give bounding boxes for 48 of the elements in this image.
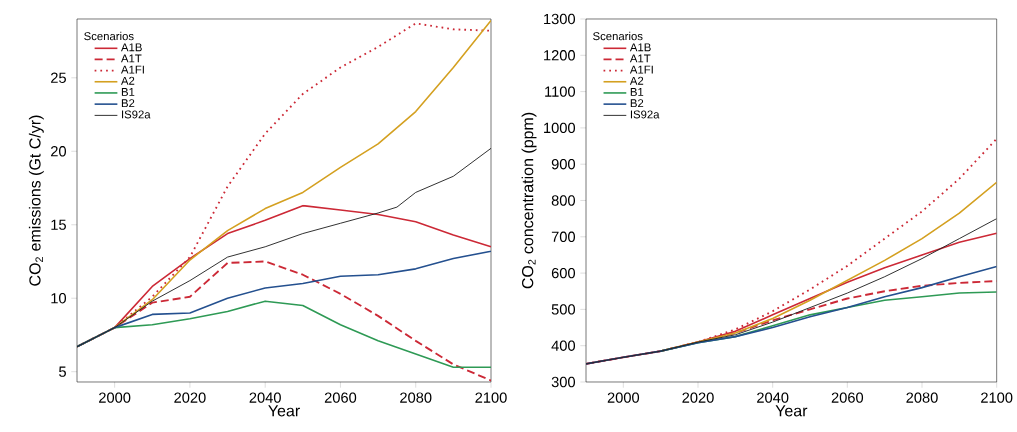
x-tick-label: 2100 [981,392,1013,403]
y-tick-label: 1000 [544,122,576,134]
x-axis-title: Year [268,405,300,417]
legend-label: A2 [629,76,644,85]
x-tick-label: 2020 [174,392,206,403]
legend-label: A2 [121,76,135,85]
y-tick-label: 800 [551,195,576,206]
x-tick-label: 2100 [475,392,507,403]
x-tick-label: 2060 [831,392,864,403]
legend-label: A1FI [629,65,653,74]
x-tick-label: 2060 [324,392,357,403]
y-tick-label: 700 [551,231,576,242]
legend-label: IS92a [630,110,660,119]
y-tick-label: 20 [51,146,67,157]
y-tick-label: 900 [551,159,576,170]
x-axis-title: Year [775,405,808,417]
x-tick-label: 2000 [99,392,131,403]
legend-label: A1B [629,43,651,52]
x-tick-label: 2020 [682,392,714,403]
y-tick-label: 600 [551,267,576,279]
legend-title: Scenarios [84,31,134,41]
y-tick-label: 1300 [544,13,576,25]
legend-label: B2 [630,99,644,108]
legend-label: A1FI [121,65,144,74]
y-axis-title: CO$_{2}$ emissions (Gt C/yr) [28,115,44,286]
y-tick-label: 400 [551,340,576,351]
x-tick-label: 2040 [757,392,789,403]
y-tick-label: 25 [51,72,66,83]
y-tick-label: 500 [551,304,576,315]
y-tick-label: 15 [51,219,66,230]
y-tick-label: 300 [551,376,576,388]
legend-label: A1T [121,54,142,63]
legend-label: A1T [629,54,651,63]
legend-label: B1 [121,88,135,96]
x-tick-label: 2080 [906,392,938,403]
y-axis-title: CO$_{2}$ concentration (ppm) [521,112,537,289]
y-tick-label: 5 [59,366,66,377]
legend-label: A1B [121,43,142,52]
y-tick-label: 1100 [545,86,576,97]
legend-label: B1 [630,88,644,96]
legend-label: B2 [121,99,135,108]
x-tick-label: 2080 [400,392,432,403]
y-tick-label: 10 [51,293,67,304]
x-tick-label: 2040 [249,392,281,403]
x-tick-label: 2000 [607,392,640,403]
legend-title: Scenarios [593,31,643,41]
y-tick-label: 1200 [544,50,576,61]
legend-label: IS92a [122,110,151,119]
